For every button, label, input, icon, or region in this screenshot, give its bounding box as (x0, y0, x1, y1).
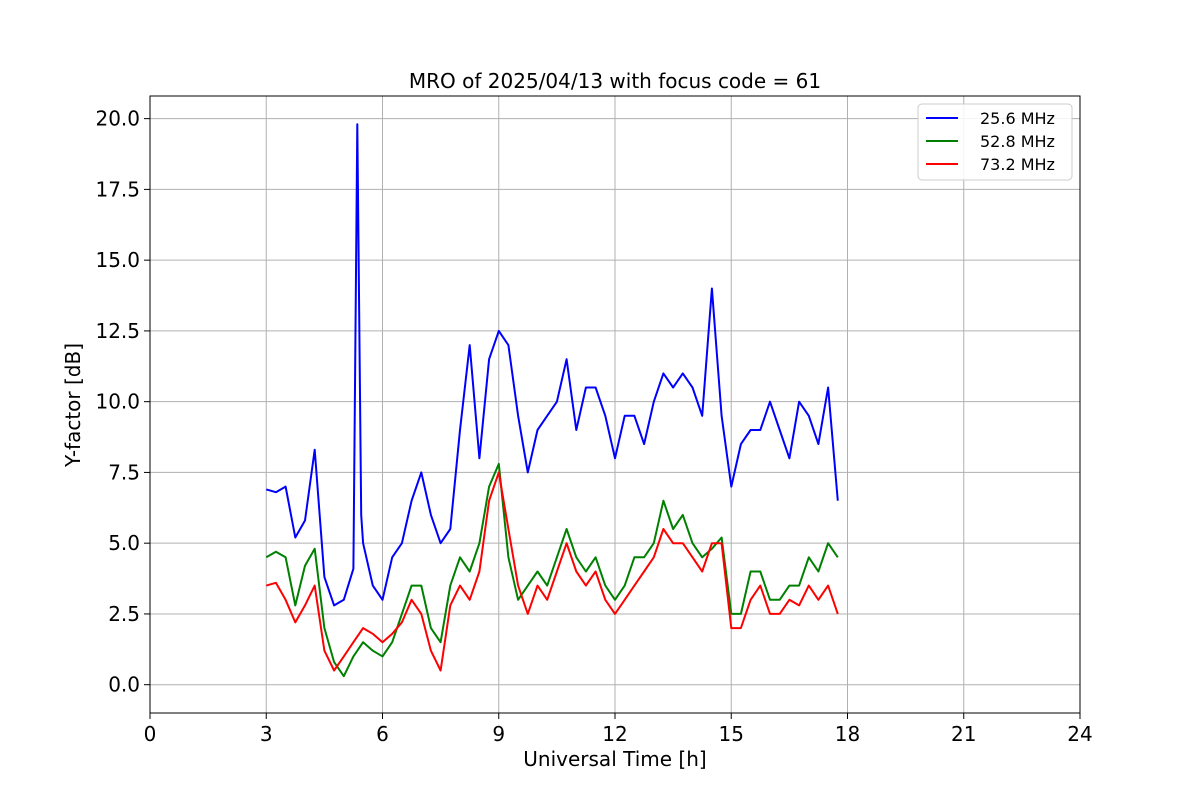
legend-label: 73.2 MHz (980, 155, 1055, 174)
x-tick-label: 9 (492, 722, 505, 746)
x-tick-label: 6 (376, 722, 389, 746)
x-tick-label: 18 (835, 722, 860, 746)
x-tick-label: 21 (951, 722, 976, 746)
legend-label: 25.6 MHz (980, 109, 1055, 128)
y-tick-label: 10.0 (95, 390, 140, 414)
y-tick-label: 0.0 (108, 673, 140, 697)
legend-box (917, 103, 1073, 181)
series-layer (265, 123, 839, 678)
x-tick-label: 12 (602, 722, 627, 746)
x-axis: 0 3 6 9 12 15 18 21 24 (144, 713, 1093, 746)
legend: 25.6 MHz 52.8 MHz 73.2 MHz (917, 103, 1073, 181)
x-tick-label: 0 (144, 722, 157, 746)
y-tick-label: 12.5 (95, 319, 140, 343)
series-line-25-6-mhz (266, 123, 839, 607)
y-tick-label: 20.0 (95, 107, 140, 131)
legend-label: 52.8 MHz (980, 132, 1055, 151)
y-tick-label: 15.0 (95, 248, 140, 272)
series-line-73-2-mhz (266, 471, 839, 672)
y-tick-label: 17.5 (95, 177, 140, 201)
y-axis-label: Y-factor [dB] (61, 343, 85, 468)
y-tick-label: 2.5 (108, 602, 140, 626)
x-tick-label: 24 (1067, 722, 1092, 746)
y-tick-label: 7.5 (108, 460, 140, 484)
x-tick-label: 3 (260, 722, 273, 746)
chart-title: MRO of 2025/04/13 with focus code = 61 (409, 69, 821, 93)
y-axis: 0.0 2.5 5.0 7.5 10.0 12.5 15.0 17.5 20.0 (95, 107, 150, 697)
x-tick-label: 15 (719, 722, 744, 746)
y-tick-label: 5.0 (108, 531, 140, 555)
series-line-52-8-mhz (265, 462, 839, 678)
x-axis-label: Universal Time [h] (523, 747, 706, 771)
